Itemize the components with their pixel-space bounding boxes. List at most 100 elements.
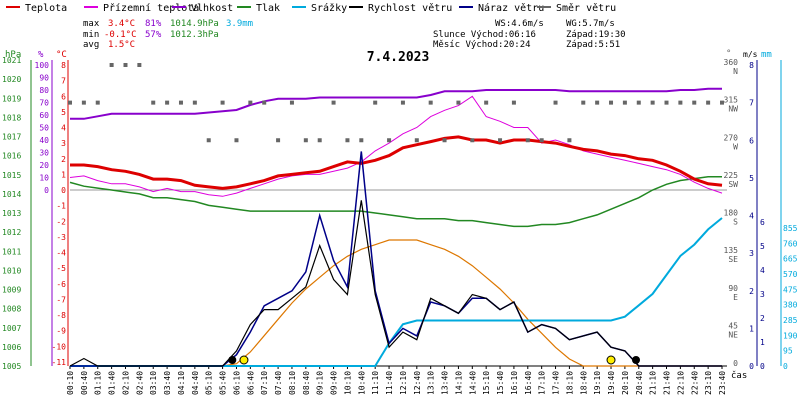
tick-temp-2: 6 (61, 92, 66, 101)
wind-dir-point-37 (581, 100, 586, 105)
tick-time-17: 08:40 (302, 371, 311, 395)
wind-dir-point-30 (484, 100, 489, 105)
tick-wind-0: 8 (749, 61, 754, 70)
wind-dir-point-14 (262, 100, 267, 105)
tick-temp-15: -7 (56, 295, 66, 304)
tick-time-47: 23:40 (718, 371, 727, 395)
unit-deg: ° (726, 49, 731, 59)
stat-wg: WG:5.7m/s (566, 19, 615, 29)
wind-dir-point-34 (539, 138, 544, 143)
wind-dir-point-25 (414, 138, 419, 143)
wind-dir-point-5 (137, 63, 142, 67)
tick-pressure-12: 1009 (2, 286, 21, 295)
tick-rain-7: 190 (783, 331, 798, 340)
tick-time-40: 20:10 (621, 371, 630, 395)
legend-label-0: Teplota (25, 3, 67, 14)
tick-time-30: 15:10 (482, 371, 491, 395)
tick-time-20: 10:10 (343, 371, 352, 395)
tick-time-8: 04:10 (177, 371, 186, 395)
plot-area (68, 63, 724, 367)
tick-rain-5: 380 (783, 301, 798, 310)
wind-dir-point-13 (248, 100, 253, 105)
tick-dir-7: 45 (728, 321, 738, 330)
tick-time-0: 00:10 (66, 371, 75, 395)
tick-wind-7: 1 (749, 324, 754, 333)
tick-dir-label-4: S (733, 218, 738, 227)
wind-dir-point-26 (428, 100, 433, 105)
unit-pct: % (38, 50, 44, 60)
wind-dir-point-1 (81, 100, 86, 105)
stat-moon: Měsíc Východ:20:24 (433, 40, 531, 50)
unit-degc: °C (56, 50, 67, 60)
wind-dir-point-9 (192, 100, 197, 105)
wind-dir-point-31 (498, 138, 503, 143)
tick-dir-5: 135 (724, 246, 739, 255)
tick-wind-1: 7 (749, 99, 754, 108)
tick-temp-16: -8 (56, 311, 66, 320)
wind-dir-point-2 (95, 100, 100, 105)
legend-label-2: Vlhkost (191, 3, 233, 14)
tick-humidity-1: 90 (39, 74, 49, 83)
tick-pressure-7: 1014 (2, 190, 21, 199)
tick-temp-12: -4 (56, 249, 66, 258)
tick-time-1: 00:40 (80, 371, 89, 395)
tick-humidity-2: 80 (39, 86, 49, 95)
wind-dir-point-40 (622, 100, 627, 105)
tick-temp-18: -10 (52, 342, 67, 351)
wind-dir-point-4 (123, 63, 128, 67)
tick-time-9: 04:40 (191, 371, 200, 395)
tick-pressure-4: 1017 (2, 133, 21, 142)
wind-dir-point-6 (151, 100, 156, 105)
tick-pressure-14: 1007 (2, 324, 21, 333)
tick-temp-19: -11 (52, 358, 67, 367)
tick-time-27: 13:40 (441, 371, 450, 395)
tick-dir-label-6: E (733, 293, 738, 302)
wind-dir-point-0 (68, 100, 72, 105)
tick-rain-9: 0 (783, 362, 788, 371)
stat-max-rain: 3.9mm (226, 19, 253, 29)
series-pressure (69, 175, 722, 228)
tick-dir-label-1: NW (728, 105, 738, 114)
wind-dir-point-16 (289, 100, 294, 105)
stat-max-hum: 81% (145, 19, 162, 29)
tick-time-19: 09:40 (330, 371, 339, 395)
tick-rain-1: 760 (783, 239, 798, 248)
stat-min-hum: 57% (145, 30, 162, 40)
tick-time-22: 11:10 (371, 371, 380, 395)
tick-temp-7: 1 (61, 170, 66, 179)
tick-dir-3: 225 (724, 171, 739, 180)
tick-temp-6: 2 (61, 155, 66, 164)
tick-humidity-4: 60 (39, 111, 49, 120)
tick-dir-2: 270 (724, 133, 739, 142)
tick-temp-4: 4 (61, 124, 66, 133)
tick-humidity-3: 70 (39, 99, 49, 108)
tick-pressure-6: 1015 (2, 171, 21, 180)
tick-time-34: 17:10 (538, 371, 547, 395)
tick-wind-3: 5 (749, 174, 754, 183)
tick-dir-label-3: SW (728, 180, 738, 189)
stat-min-label: min (83, 30, 99, 40)
tick-time-26: 13:10 (427, 371, 436, 395)
tick-pressure-5: 1016 (2, 152, 21, 161)
stats-block: max 3.4°C 81% 1014.9hPa 3.9mm WS:4.6m/s WG:5.7… (83, 19, 626, 50)
wind-dir-point-28 (456, 100, 461, 105)
tick-dir-4: 180 (724, 209, 739, 218)
tick-temp-0: 8 (61, 61, 66, 70)
wind-dir-point-41 (636, 100, 641, 105)
stat-moon-set: Západ:5:51 (566, 40, 620, 50)
tick-pressure-1: 1020 (2, 75, 21, 84)
sunset-marker (606, 355, 616, 365)
tick-time-16: 08:10 (288, 371, 297, 395)
tick-dir-8: 0 (733, 359, 738, 368)
unit-hpa: hPa (5, 50, 21, 60)
tick-temp-13: -5 (56, 264, 66, 273)
tick-dir-label-5: SE (728, 255, 738, 264)
wind-dir-point-27 (442, 138, 447, 143)
chart-title: 7.4.2023 (367, 50, 430, 65)
tick-dir-label-2: W (733, 142, 738, 151)
tick-wind-2: 6 (749, 136, 754, 145)
tick-time-5: 02:40 (135, 371, 144, 395)
wind-dir-point-23 (387, 138, 392, 143)
stat-max-press: 1014.9hPa (170, 19, 219, 29)
